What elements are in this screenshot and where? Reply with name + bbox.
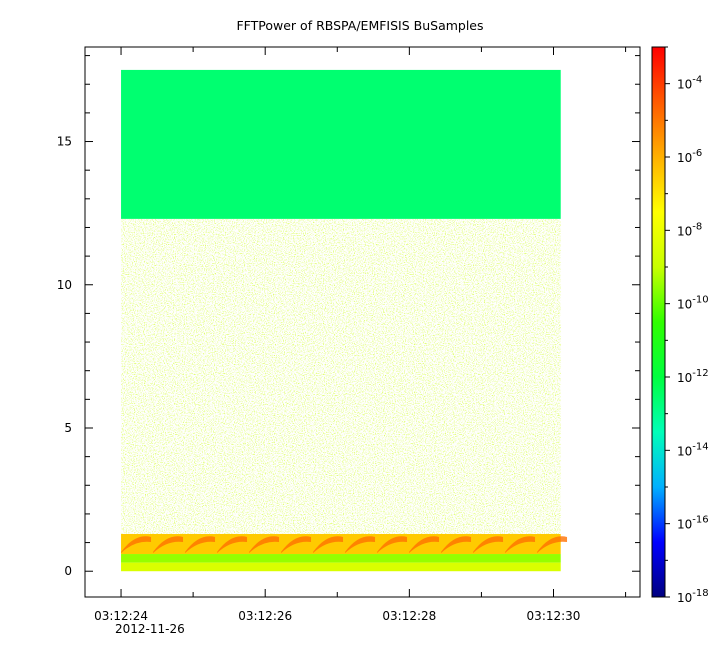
colorbar-axis: 10-4 10-6 10-8 10-10 10-12 10-14 10-16 10-18 [665, 46, 709, 605]
colorbar-tick-label: 10-6 [677, 148, 702, 165]
y-tick-label: 15 [57, 135, 72, 149]
spectrogram-band [249, 536, 280, 554]
x-tick-label: 03:12:24 [94, 609, 148, 623]
colorbar-tick-label: 10-10 [677, 295, 709, 312]
spectrogram-band [121, 562, 561, 572]
colorbar-tick-label: 10-18 [677, 588, 709, 605]
spectrogram-band [473, 536, 504, 554]
colorbar-tick-label: 10-8 [677, 221, 702, 238]
spectrogram-band [121, 554, 561, 563]
x-tick-label: 03:12:28 [382, 609, 436, 623]
chart-title: FFTPower of RBSPA/EMFISIS BuSamples [236, 18, 483, 33]
spectrogram-band [121, 218, 561, 509]
spectrogram-band [377, 536, 408, 554]
colorbar-tick-label: 10-4 [677, 75, 702, 92]
spectrogram-image [121, 69, 568, 572]
spectrogram-band [121, 508, 561, 534]
x-date-label: 2012-11-26 [115, 622, 185, 636]
colorbar-tick-label: 10-12 [677, 368, 709, 385]
spectrogram-band [313, 536, 344, 554]
y-tick-label: 10 [57, 278, 72, 292]
spectrogram-band [345, 536, 376, 554]
colorbar [651, 46, 666, 598]
spectrogram-band [185, 536, 216, 554]
spectrogram-band [537, 536, 568, 554]
spectrogram-band [281, 536, 312, 554]
y-tick-label: 5 [64, 421, 72, 435]
spectrogram-band [441, 536, 472, 554]
y-tick-label: 0 [64, 564, 72, 578]
spectrogram-band [409, 536, 440, 554]
spectrogram-band [505, 536, 536, 554]
spectrogram-band [121, 69, 561, 219]
y-axis: 0 5 10 15 [57, 55, 640, 578]
spectrogram-band [153, 536, 184, 554]
spectrogram-band [121, 536, 152, 554]
spectrogram-band [217, 536, 248, 554]
x-axis: 03:12:24 03:12:26 03:12:28 03:12:30 [94, 47, 627, 623]
spectrogram-band [121, 533, 561, 555]
colorbar-tick-label: 10-14 [677, 441, 709, 458]
colorbar-tick-label: 10-16 [677, 515, 709, 532]
x-tick-label: 03:12:26 [238, 609, 292, 623]
plot-frame [84, 46, 641, 598]
x-tick-label: 03:12:30 [527, 609, 581, 623]
